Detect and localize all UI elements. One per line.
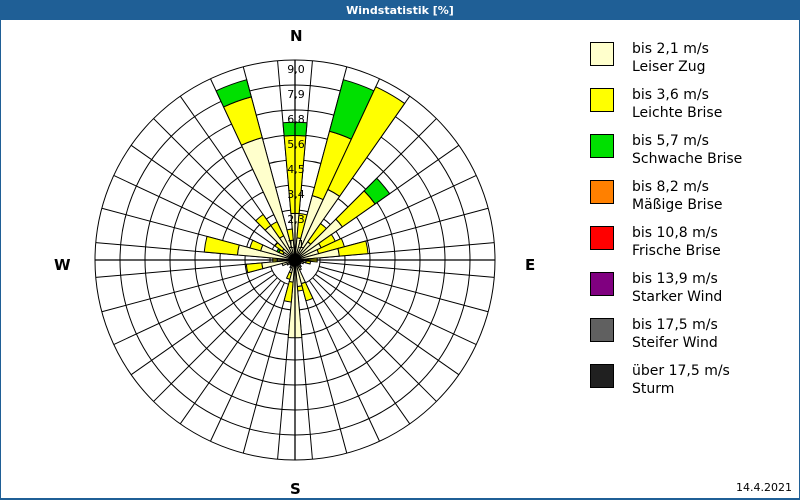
- chart-title: Windstatistik [%]: [0, 0, 800, 20]
- svg-text:2,3: 2,3: [287, 213, 305, 226]
- compass-south-label: S: [290, 480, 301, 498]
- svg-text:6,8: 6,8: [287, 113, 305, 126]
- legend-swatch: [590, 42, 614, 66]
- legend-range: bis 2,1 m/s: [632, 41, 709, 57]
- legend-range: bis 5,7 m/s: [632, 133, 709, 149]
- svg-text:1,1: 1,1: [287, 238, 305, 251]
- compass-east-label: E: [525, 256, 536, 274]
- svg-text:5,6: 5,6: [287, 138, 305, 151]
- legend-swatch: [590, 180, 614, 204]
- legend-swatch: [590, 226, 614, 250]
- svg-text:9,0: 9,0: [287, 63, 305, 76]
- legend-range: bis 17,5 m/s: [632, 317, 718, 333]
- svg-text:3,4: 3,4: [287, 188, 305, 201]
- svg-text:4,5: 4,5: [287, 163, 305, 176]
- legend-range: bis 13,9 m/s: [632, 271, 718, 287]
- legend-swatch: [590, 272, 614, 296]
- legend-range: bis 3,6 m/s: [632, 87, 709, 103]
- legend-swatch: [590, 364, 614, 388]
- svg-text:7,9: 7,9: [287, 88, 305, 101]
- legend-label: Starker Wind: [632, 289, 723, 305]
- legend-range: bis 10,8 m/s: [632, 225, 718, 241]
- compass-north-label: N: [290, 27, 303, 45]
- legend-range: bis 8,2 m/s: [632, 179, 709, 195]
- legend-swatch: [590, 134, 614, 158]
- legend-label: Sturm: [632, 381, 675, 397]
- legend-label: Leiser Zug: [632, 59, 706, 75]
- legend-swatch: [590, 88, 614, 112]
- legend-label: Leichte Brise: [632, 105, 723, 121]
- legend-label: Steifer Wind: [632, 335, 718, 351]
- compass-west-label: W: [54, 256, 71, 274]
- legend-label: Mäßige Brise: [632, 197, 723, 213]
- date-label: 14.4.2021: [736, 481, 792, 494]
- legend-label: Schwache Brise: [632, 151, 743, 167]
- legend-range: über 17,5 m/s: [632, 363, 730, 379]
- legend-swatch: [590, 318, 614, 342]
- legend-label: Frische Brise: [632, 243, 721, 259]
